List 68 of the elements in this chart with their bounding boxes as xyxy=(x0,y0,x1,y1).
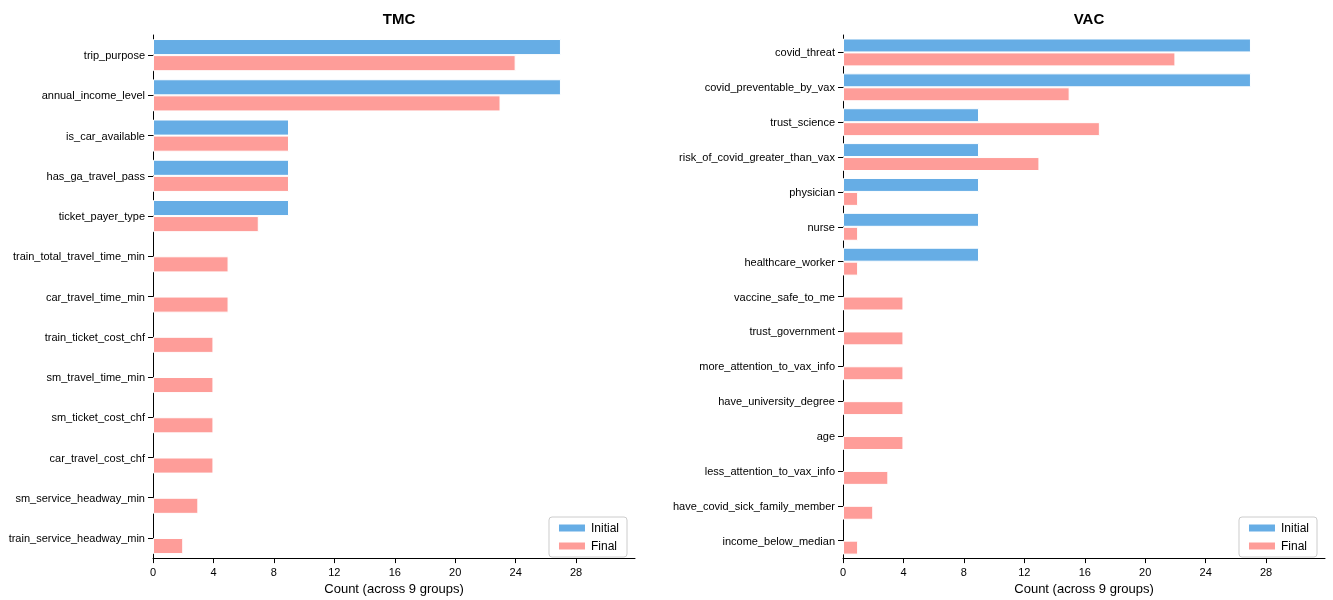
y-tick-label: train_service_headway_min xyxy=(8,531,145,544)
x-tick-label: 8 xyxy=(270,565,277,578)
bar xyxy=(153,457,214,474)
y-tick-label: trust_government xyxy=(749,325,835,338)
y-tick-label: train_ticket_cost_chf xyxy=(44,330,146,343)
y-tick-label: have_covid_sick_family_member xyxy=(672,499,836,512)
x-axis-title: Count (across 9 groups) xyxy=(1014,581,1154,596)
x-tick-label: 24 xyxy=(1199,565,1212,578)
y-tick-label: vaccine_safe_to_me xyxy=(734,290,835,303)
x-tick-label: 16 xyxy=(388,565,401,578)
y-tick-label: physician xyxy=(789,185,835,198)
x-tick-label: 20 xyxy=(449,565,462,578)
chart-title: VAC xyxy=(1073,10,1105,27)
y-tick-label: covid_threat xyxy=(775,46,835,59)
x-tick-label: 28 xyxy=(569,565,583,578)
y-tick-label: train_total_travel_time_min xyxy=(12,250,145,263)
x-tick-label: 8 xyxy=(960,565,967,578)
chart-title: TMC xyxy=(382,10,416,27)
y-tick-label: nurse xyxy=(807,220,835,233)
y-tick-label: car_travel_cost_chf xyxy=(49,451,146,464)
bar xyxy=(153,377,214,394)
x-tick-label: 4 xyxy=(900,565,907,578)
x-tick-label: 4 xyxy=(210,565,217,578)
bar xyxy=(843,331,904,346)
x-tick-label: 0 xyxy=(839,565,847,578)
y-tick-label: risk_of_covid_greater_than_vax xyxy=(679,151,836,164)
y-tick-label: trust_science xyxy=(770,116,835,129)
y-tick-label: have_university_degree xyxy=(718,395,835,408)
x-tick-label: 16 xyxy=(1078,565,1091,578)
y-tick-label: age xyxy=(816,430,835,443)
bar xyxy=(843,505,874,520)
bar xyxy=(153,417,214,434)
bar xyxy=(153,537,184,555)
bar xyxy=(153,497,199,514)
y-tick-label: covid_preventable_by_vax xyxy=(704,81,836,94)
y-tick-label: less_attention_to_vax_info xyxy=(704,464,835,477)
y-tick-label: sm_travel_time_min xyxy=(46,371,145,384)
y-tick-label: car_travel_time_min xyxy=(45,290,145,303)
y-tick-label: more_attention_to_vax_info xyxy=(699,360,835,373)
x-tick-label: 0 xyxy=(149,565,157,578)
bar xyxy=(153,256,229,273)
y-tick-label: income_below_median xyxy=(722,534,835,547)
x-tick-label: 12 xyxy=(1018,565,1031,578)
legend-label: Final xyxy=(590,539,617,553)
y-tick-label: annual_income_level xyxy=(41,89,145,102)
y-tick-label: sm_ticket_cost_chf xyxy=(51,411,146,424)
bar xyxy=(153,296,229,313)
y-tick-label: has_ga_travel_pass xyxy=(46,169,146,182)
y-tick-label: ticket_payer_type xyxy=(58,210,145,223)
bar xyxy=(843,366,904,381)
bar xyxy=(843,470,889,485)
legend-label: Initial xyxy=(590,521,619,535)
y-tick-label: trip_purpose xyxy=(83,49,145,62)
bar xyxy=(843,540,859,555)
bar xyxy=(843,401,904,416)
bar xyxy=(843,436,904,450)
y-tick-label: healthcare_worker xyxy=(744,255,836,268)
x-tick-label: 20 xyxy=(1139,565,1152,578)
y-tick-label: sm_service_headway_min xyxy=(15,491,145,504)
bar xyxy=(153,336,214,353)
legend-label: Initial xyxy=(1280,521,1309,535)
y-tick-label: is_car_available xyxy=(66,129,145,142)
x-axis-title: Count (across 9 groups) xyxy=(324,581,464,596)
x-tick-label: 28 xyxy=(1259,565,1273,578)
x-tick-label: 24 xyxy=(509,565,522,578)
x-tick-label: 12 xyxy=(328,565,341,578)
legend-label: Final xyxy=(1280,539,1307,553)
bar xyxy=(843,296,904,311)
